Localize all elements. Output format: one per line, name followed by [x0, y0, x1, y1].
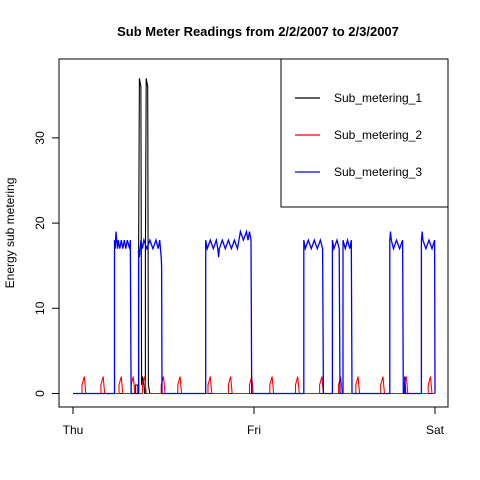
series-line-sub-metering-1	[73, 78, 435, 395]
y-axis: 0 10 20 30	[33, 131, 60, 397]
y-tick-label: 20	[33, 216, 47, 230]
y-tick-label: 0	[33, 390, 47, 397]
series-line-sub-metering-3	[73, 229, 436, 395]
x-tick-label: Thu	[63, 423, 84, 437]
legend-label: Sub_metering_1	[334, 91, 422, 105]
chart-title: Sub Meter Readings from 2/2/2007 to 2/3/…	[117, 24, 399, 39]
x-tick-label: Fri	[247, 423, 261, 437]
x-tick-label: Sat	[426, 423, 445, 437]
y-tick-label: 30	[33, 131, 47, 145]
x-axis: Thu Fri Sat	[63, 406, 445, 437]
legend: Sub_metering_1 Sub_metering_2 Sub_metering…	[280, 58, 449, 208]
legend-label: Sub_metering_2	[334, 128, 422, 142]
legend-box	[280, 58, 449, 208]
series-layer	[73, 78, 436, 395]
series-line-sub-metering-2	[73, 376, 435, 395]
y-tick-label: 10	[33, 301, 47, 315]
y-axis-label: Energy sub metering	[3, 178, 17, 289]
legend-label: Sub_metering_3	[334, 165, 422, 179]
